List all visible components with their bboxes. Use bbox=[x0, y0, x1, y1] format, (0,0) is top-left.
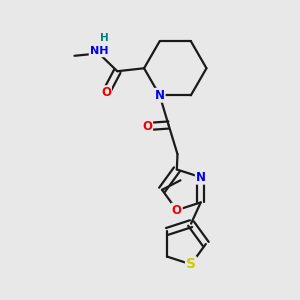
Text: N: N bbox=[196, 171, 206, 184]
Text: H: H bbox=[100, 33, 109, 43]
Text: O: O bbox=[142, 120, 152, 133]
Text: O: O bbox=[172, 204, 182, 217]
Text: N: N bbox=[155, 89, 165, 102]
Text: NH: NH bbox=[90, 46, 108, 56]
Text: O: O bbox=[101, 86, 111, 99]
Text: S: S bbox=[186, 257, 196, 272]
